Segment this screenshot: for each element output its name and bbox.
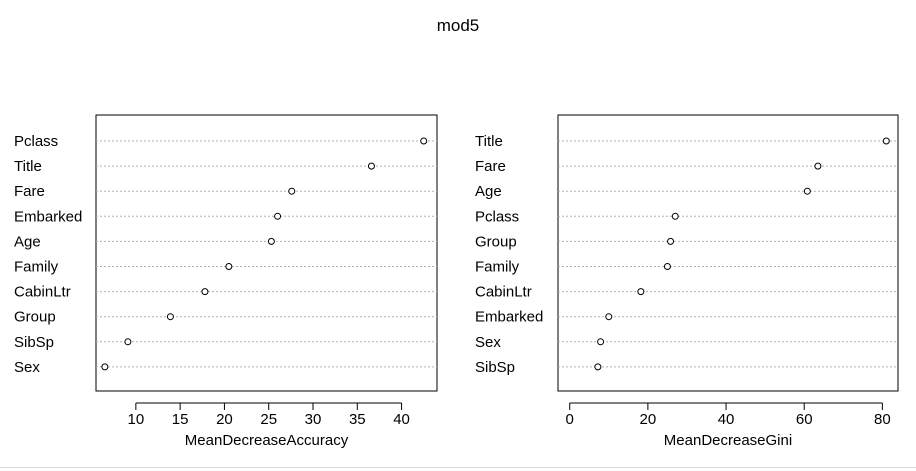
- chart-title: mod5: [436, 16, 480, 35]
- category-label: Pclass: [14, 133, 58, 150]
- data-point: [201, 288, 209, 296]
- data-point: [663, 263, 671, 270]
- category-label: Title: [475, 133, 503, 150]
- window-bottom-edge: [0, 467, 916, 468]
- data-point: [166, 313, 174, 321]
- data-point: [594, 363, 602, 371]
- category-label: Group: [14, 309, 56, 326]
- x-tick-label: 15: [172, 411, 189, 428]
- x-axis-label: MeanDecreaseAccuracy: [185, 432, 349, 449]
- category-label: Group: [475, 233, 517, 250]
- data-point: [367, 162, 375, 170]
- category-label: CabinLtr: [14, 284, 71, 301]
- plot-frame-1: [95, 114, 438, 392]
- x-tick-label: 20: [216, 411, 233, 428]
- category-label: Title: [14, 158, 42, 175]
- category-label: Family: [475, 259, 520, 276]
- data-point: [274, 212, 282, 220]
- category-label: Pclass: [475, 208, 519, 225]
- category-label: Age: [14, 233, 41, 250]
- category-label: Fare: [14, 183, 45, 200]
- data-point: [814, 162, 822, 170]
- x-tick-label: 40: [393, 411, 410, 428]
- data-point: [288, 187, 296, 195]
- x-tick-label: 80: [874, 411, 891, 428]
- x-tick-label: 10: [128, 411, 145, 428]
- x-tick-label: 20: [640, 411, 657, 428]
- category-label: Fare: [475, 158, 506, 175]
- category-label: CabinLtr: [475, 284, 532, 301]
- x-tick-label: 35: [349, 411, 366, 428]
- category-label: Age: [475, 183, 502, 200]
- data-point: [101, 363, 109, 371]
- data-point: [124, 338, 132, 346]
- category-label: Family: [14, 259, 59, 276]
- data-point: [803, 187, 811, 195]
- data-point: [637, 288, 645, 296]
- data-point: [267, 237, 275, 245]
- x-tick-label: 25: [260, 411, 277, 428]
- data-point: [605, 313, 613, 321]
- category-label: Embarked: [14, 208, 82, 225]
- category-label: SibSp: [475, 359, 515, 376]
- category-label: Sex: [475, 334, 501, 351]
- category-label: Sex: [14, 359, 40, 376]
- category-label: Embarked: [475, 309, 543, 326]
- data-point: [882, 137, 890, 145]
- x-axis-label: MeanDecreaseGini: [664, 432, 792, 449]
- data-point: [225, 263, 233, 270]
- category-label: SibSp: [14, 334, 54, 351]
- data-point: [597, 338, 605, 346]
- plot-frame-2: [557, 114, 899, 392]
- data-point: [420, 137, 428, 145]
- x-tick-label: 60: [796, 411, 813, 428]
- data-point: [667, 237, 675, 245]
- data-point: [671, 212, 679, 220]
- x-tick-label: 30: [305, 411, 322, 428]
- x-tick-label: 40: [718, 411, 735, 428]
- x-tick-label: 0: [566, 411, 574, 428]
